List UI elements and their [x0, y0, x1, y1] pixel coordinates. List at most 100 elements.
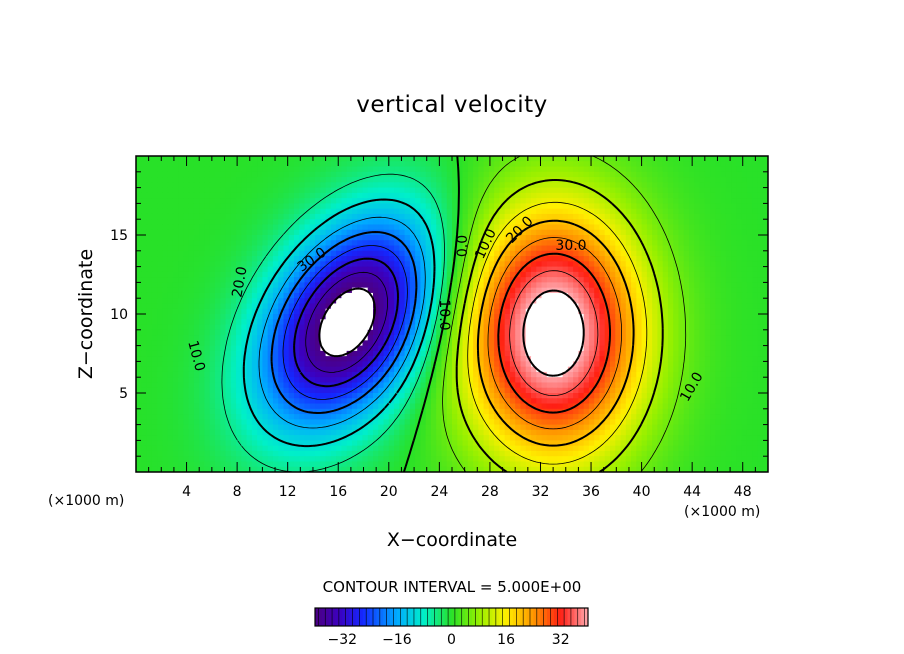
field-cell: [283, 361, 290, 368]
field-cell: [473, 245, 479, 252]
field-cell: [546, 187, 553, 194]
field-cell: [357, 335, 364, 341]
field-cell: [515, 277, 522, 283]
field-cell: [315, 250, 321, 257]
field-cell: [299, 250, 306, 257]
field-cell: [193, 335, 200, 341]
field-cell: [583, 282, 590, 289]
field-cell: [741, 319, 748, 326]
field-cell: [425, 250, 432, 257]
field-cell: [531, 198, 537, 204]
field-cell: [752, 224, 759, 231]
field-cell: [267, 266, 274, 273]
field-cell: [236, 314, 242, 320]
field-cell: [136, 224, 142, 231]
field-cell: [267, 366, 274, 373]
field-cell: [567, 292, 574, 299]
field-cell: [662, 219, 669, 226]
field-cell: [215, 329, 221, 336]
field-cell: [673, 203, 680, 210]
field-cell: [404, 235, 411, 241]
field-cell: [467, 350, 474, 357]
field-cell: [420, 156, 427, 162]
field-cell: [531, 166, 537, 173]
field-cell: [278, 240, 285, 247]
field-cell: [483, 219, 490, 226]
field-cell: [694, 335, 701, 341]
field-cell: [315, 213, 321, 220]
field-cell: [220, 345, 227, 352]
field-cell: [504, 361, 511, 368]
field-cell: [141, 187, 148, 194]
field-cell: [299, 203, 306, 210]
field-cell: [588, 366, 595, 373]
field-cell: [641, 292, 648, 299]
field-cell: [515, 356, 522, 362]
field-cell: [188, 271, 195, 278]
field-cell: [388, 303, 395, 310]
field-cell: [615, 245, 622, 252]
field-cell: [204, 303, 211, 310]
field-cell: [378, 292, 385, 299]
field-cell: [578, 229, 585, 236]
field-cell: [267, 329, 274, 336]
field-cell: [646, 340, 653, 347]
field-cell: [436, 371, 443, 378]
field-cell: [436, 266, 443, 273]
field-cell: [183, 308, 190, 315]
field-cell: [199, 335, 206, 341]
field-cell: [262, 271, 269, 278]
field-cell: [488, 156, 495, 162]
field-cell: [146, 245, 153, 252]
field-cell: [694, 314, 701, 320]
field-cell: [172, 335, 179, 341]
field-cell: [625, 182, 632, 189]
field-cell: [362, 345, 369, 352]
field-cell: [246, 314, 253, 320]
field-cell: [588, 203, 595, 210]
field-cell: [367, 266, 374, 273]
field-cell: [315, 298, 321, 305]
field-cell: [710, 213, 716, 220]
field-cell: [146, 177, 153, 183]
field-cell: [278, 213, 285, 220]
field-cell: [236, 261, 242, 268]
field-cell: [557, 161, 564, 168]
field-cell: [762, 350, 768, 357]
field-cell: [320, 356, 327, 362]
field-cell: [631, 292, 637, 299]
field-cell: [373, 335, 379, 341]
field-cell: [378, 182, 385, 189]
field-cell: [499, 371, 506, 378]
field-cell: [236, 224, 242, 231]
field-cell: [562, 235, 569, 241]
field-cell: [373, 319, 379, 326]
plot-area: 30.020.010.00.010.010.0 20.0 30.010.0: [135, 155, 769, 473]
field-cell: [662, 329, 669, 336]
field-cell: [367, 177, 374, 183]
field-cell: [436, 356, 443, 362]
field-cell: [336, 177, 342, 183]
field-cell: [573, 340, 579, 347]
field-cell: [736, 198, 743, 204]
field-cell: [446, 298, 453, 305]
field-cell: [246, 235, 253, 241]
field-cell: [678, 213, 685, 220]
field-cell: [699, 192, 706, 199]
field-cell: [178, 356, 184, 362]
field-cell: [441, 361, 448, 368]
field-cell: [457, 240, 464, 247]
field-cell: [536, 319, 543, 326]
field-cell: [578, 366, 585, 373]
field-cell: [388, 282, 395, 289]
field-cell: [357, 371, 364, 378]
field-cell: [220, 177, 227, 183]
field-cell: [704, 166, 711, 173]
field-cell: [394, 219, 400, 226]
field-cell: [636, 303, 643, 310]
field-cell: [236, 229, 242, 236]
field-cell: [309, 350, 316, 357]
field-cell: [272, 350, 279, 357]
field-cell: [652, 303, 658, 310]
field-cell: [520, 271, 527, 278]
